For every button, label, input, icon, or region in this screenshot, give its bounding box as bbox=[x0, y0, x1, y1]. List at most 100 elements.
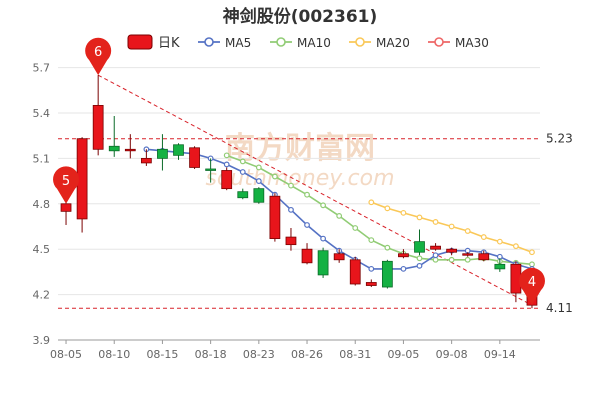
legend-item-ma20: MA20 bbox=[349, 36, 410, 50]
x-tick-label: 08-10 bbox=[98, 348, 130, 361]
legend-item-ma10: MA10 bbox=[270, 36, 331, 50]
watermark-url: southmoney.com bbox=[205, 166, 394, 191]
legend-swatch-dayk bbox=[127, 34, 153, 50]
legend-label: 日K bbox=[158, 36, 180, 51]
y-tick-label: 3.9 bbox=[33, 334, 51, 347]
marker-label: 5 bbox=[62, 174, 70, 189]
marker-pin: 6 bbox=[85, 37, 112, 76]
watermark-text: 南方财富网 bbox=[225, 131, 375, 166]
ma10-point bbox=[239, 158, 246, 165]
candle-body bbox=[349, 259, 361, 285]
legend-label: MA30 bbox=[455, 36, 489, 50]
legend-label: MA20 bbox=[376, 36, 410, 50]
ma5-point bbox=[400, 265, 407, 272]
legend-swatch-dot bbox=[355, 37, 365, 47]
ma10-point bbox=[272, 173, 278, 180]
ma20-point bbox=[529, 249, 535, 256]
marker-pin: 4 bbox=[518, 267, 545, 306]
ma20-point bbox=[480, 234, 487, 240]
ma5-point bbox=[368, 265, 375, 272]
legend-item-日k: 日K bbox=[127, 34, 180, 51]
marker-label: 4 bbox=[528, 275, 536, 290]
x-tick-label: 09-14 bbox=[484, 348, 516, 361]
ma10-point bbox=[304, 191, 310, 198]
candle-body bbox=[157, 148, 168, 159]
x-tick-label: 08-31 bbox=[339, 348, 371, 361]
ma5-point bbox=[255, 178, 262, 184]
candle-body bbox=[414, 241, 425, 253]
chart-title: 神剑股份(002361) bbox=[222, 7, 378, 27]
ma20-point bbox=[464, 228, 471, 234]
x-tick-label: 08-05 bbox=[50, 348, 82, 361]
candle-body bbox=[237, 191, 249, 199]
ma20-point bbox=[368, 199, 375, 206]
y-tick-label: 5.1 bbox=[33, 152, 51, 165]
legend-label: MA10 bbox=[297, 36, 331, 50]
ma10-point bbox=[288, 182, 294, 189]
y-tick-label: 4.2 bbox=[33, 289, 51, 302]
candle-body bbox=[285, 236, 297, 246]
y-tick-label: 5.7 bbox=[33, 62, 51, 75]
ma20-point bbox=[384, 205, 391, 212]
ma10-point bbox=[223, 152, 230, 159]
candle-body bbox=[269, 195, 281, 239]
ma5-point bbox=[304, 222, 310, 228]
legend-item-ma5: MA5 bbox=[198, 36, 251, 50]
candle-body bbox=[60, 203, 72, 212]
y-tick-label: 4.5 bbox=[33, 243, 51, 256]
x-tick-label: 08-18 bbox=[195, 348, 227, 361]
high-price-label: 5.23 bbox=[546, 132, 573, 146]
candle-body bbox=[478, 253, 490, 261]
candle-body bbox=[446, 248, 458, 253]
legend-swatch-dot bbox=[204, 37, 214, 47]
ma20-point bbox=[400, 209, 407, 216]
candle-body bbox=[124, 148, 136, 152]
ma10-point bbox=[464, 256, 471, 263]
x-tick-label: 08-23 bbox=[243, 348, 275, 361]
ma10-point bbox=[352, 225, 359, 231]
ma10-point bbox=[529, 261, 535, 268]
ma5-point bbox=[432, 252, 439, 259]
candle-body bbox=[189, 147, 200, 168]
x-tick-label: 09-08 bbox=[436, 348, 468, 361]
legend-item-ma30: MA30 bbox=[428, 36, 489, 50]
candle-body bbox=[365, 282, 377, 286]
candle-body bbox=[317, 250, 329, 276]
ma10-point bbox=[368, 237, 375, 244]
x-tick-label: 08-15 bbox=[146, 348, 178, 361]
ma20-point bbox=[513, 243, 519, 250]
ma10-point bbox=[320, 202, 327, 209]
legend-swatch-dot bbox=[434, 37, 444, 47]
ma10-point bbox=[432, 256, 439, 263]
ma20-point bbox=[496, 238, 503, 245]
y-tick-label: 5.4 bbox=[33, 107, 51, 120]
ma20-point bbox=[416, 214, 423, 221]
ma5-point bbox=[288, 206, 294, 213]
ma5-point bbox=[223, 161, 230, 168]
ma20-point bbox=[448, 223, 455, 230]
ma10-point bbox=[336, 212, 343, 219]
ma20-point bbox=[432, 219, 439, 225]
marker-shape bbox=[85, 37, 112, 76]
ma10-point bbox=[416, 255, 423, 262]
ma10-point bbox=[255, 164, 262, 171]
y-tick-label: 4.8 bbox=[33, 198, 51, 211]
candle-body bbox=[494, 263, 506, 270]
marker-label: 6 bbox=[94, 45, 102, 60]
candle-body bbox=[173, 144, 184, 156]
trend-line bbox=[97, 74, 533, 306]
candle-body bbox=[462, 253, 474, 256]
candle-body bbox=[205, 168, 217, 171]
legend-label: MA5 bbox=[225, 36, 251, 50]
candle-body bbox=[108, 145, 120, 152]
ma10-point bbox=[448, 256, 455, 263]
candle-body bbox=[253, 188, 265, 203]
candle-body bbox=[140, 157, 152, 164]
legend-swatch-dot bbox=[276, 37, 286, 47]
candle-body bbox=[221, 170, 233, 190]
ma5-point bbox=[416, 262, 423, 269]
candle-body bbox=[381, 260, 393, 288]
marker-shape bbox=[518, 267, 545, 306]
